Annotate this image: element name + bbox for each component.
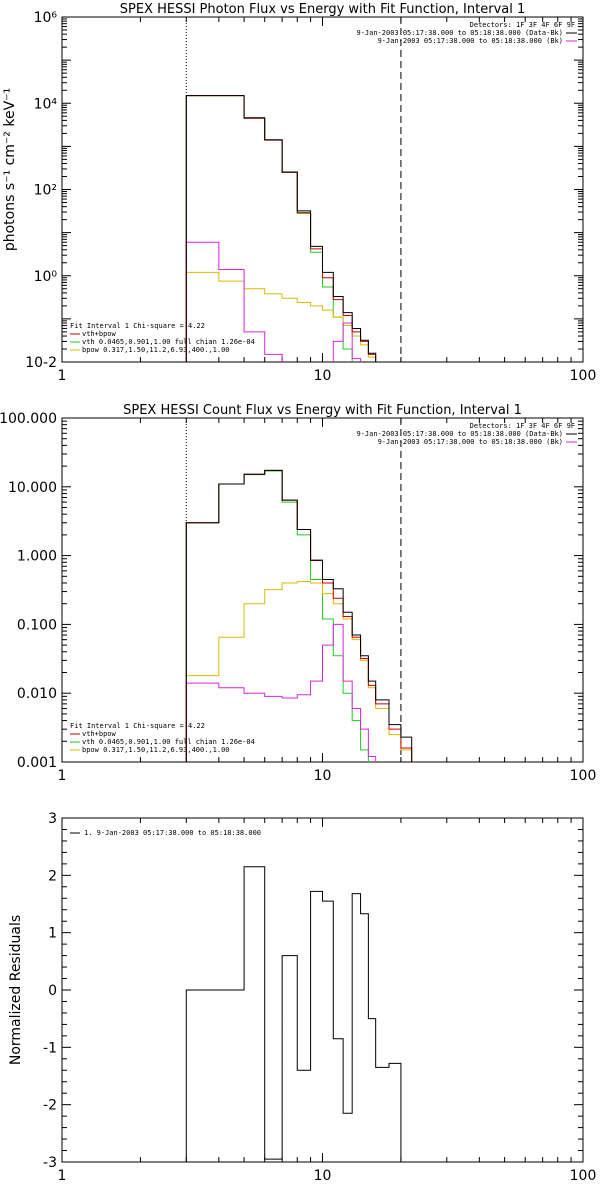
photon-series-total — [185, 95, 413, 362]
residuals-x-tick-label: 100 — [570, 1168, 597, 1184]
panel-residuals: Normalized Residuals 1. 9-Jan-2003 05:17… — [8, 811, 596, 1184]
photon-x-tick-label: 1 — [58, 368, 67, 384]
residuals-y-tick-label: 0 — [48, 983, 57, 999]
photon-flux-fit-header: Fit Interval 1 Chi-square = 4.22 — [70, 322, 205, 330]
photon-x-tick-label: 100 — [570, 368, 597, 384]
photon-flux-title: SPEX HESSI Photon Flux vs Energy with Fi… — [120, 2, 526, 17]
panel-count-flux: SPEX HESSI Count Flux vs Energy with Fit… — [0, 403, 597, 784]
photon-y-tick-label: 10-2 — [25, 355, 57, 371]
photon-flux-fit-vth-bpow: vth+bpow — [82, 330, 117, 338]
photon-series-vth_bpow — [185, 95, 413, 362]
residuals-series-total — [185, 866, 402, 1162]
photon-series-bk — [185, 241, 413, 362]
photon-x-tick-label: 10 — [314, 368, 332, 384]
photon-flux-legend-detectors: Detectors: 1F 3F 4F 6F 9F — [470, 21, 575, 29]
count-flux-fit-header: Fit Interval 1 Chi-square = 4.22 — [70, 722, 205, 730]
count-x-tick-label: 100 — [570, 768, 597, 784]
count-y-tick-label: 10.000 — [8, 480, 57, 496]
count-y-tick-label: 0.001 — [17, 755, 57, 771]
count-flux-legend-bk: 9-Jan-2003 05:17:38.000 to 05:18:38.000 … — [378, 438, 563, 446]
residuals-x-tick-label: 1 — [58, 1168, 67, 1184]
photon-series-vth — [185, 95, 413, 362]
count-x-tick-label: 10 — [314, 768, 332, 784]
count-flux-fit-bpow: bpow 0.317,1.50,11.2,6.93,400.,1.00 — [82, 746, 230, 754]
residuals-y-tick-label: -2 — [43, 1098, 57, 1114]
photon-y-tick-label: 10⁰ — [34, 269, 58, 285]
count-x-tick-label: 1 — [58, 768, 67, 784]
photon-series-bpow — [185, 271, 413, 362]
count-series-vth_bpow — [185, 469, 413, 762]
residuals-y-tick-label: -3 — [43, 1155, 57, 1171]
photon-flux-y-axis-label: photons s⁻¹ cm⁻² keV⁻¹ — [2, 88, 18, 251]
photon-y-tick-label: 10⁶ — [34, 10, 58, 26]
count-series-total — [185, 469, 413, 762]
count-series-bpow — [185, 581, 413, 762]
residuals-y-tick-label: 1 — [48, 926, 57, 942]
count-y-tick-label: 100.000 — [0, 411, 57, 427]
residuals-legend: 1. 9-Jan-2003 05:17:38.000 to 05:18:38.0… — [84, 829, 261, 837]
residuals-y-tick-label: 2 — [48, 868, 57, 884]
photon-y-tick-label: 10² — [34, 183, 57, 199]
residuals-plot-frame — [61, 817, 584, 1163]
photon-flux-fit-bpow: bpow 0.317,1.50,11.2,6.93,400.,1.00 — [82, 346, 230, 354]
count-series-vth — [185, 470, 413, 762]
count-y-tick-label: 1.000 — [17, 549, 57, 565]
panel-photon-flux: SPEX HESSI Photon Flux vs Energy with Fi… — [2, 2, 597, 384]
residuals-y-tick-label: -1 — [43, 1040, 57, 1056]
residuals-y-tick-label: 3 — [48, 811, 57, 827]
residuals-x-tick-label: 10 — [314, 1168, 332, 1184]
residuals-y-axis-label: Normalized Residuals — [8, 915, 24, 1065]
count-flux-title: SPEX HESSI Count Flux vs Energy with Fit… — [123, 403, 522, 418]
photon-flux-fit-vth: vth 0.0465,0.901,1.00 full chian 1.26e-0… — [82, 338, 255, 346]
photon-flux-legend-data-bk: 9-Jan-2003 05:17:38.000 to 05:18:38.000 … — [356, 29, 563, 37]
count-y-tick-label: 0.010 — [17, 686, 57, 702]
count-y-tick-label: 0.100 — [17, 617, 57, 633]
count-series-bk — [185, 623, 413, 762]
count-flux-legend-detectors: Detectors: 1F 3F 4F 6F 9F — [470, 422, 575, 430]
photon-flux-legend-bk: 9-Jan-2003 05:17:38.000 to 05:18:38.000 … — [378, 37, 563, 45]
count-flux-fit-vth-bpow: vth+bpow — [82, 730, 117, 738]
count-flux-fit-vth: vth 0.0465,0.901,1.00 full chian 1.26e-0… — [82, 738, 255, 746]
photon-y-tick-label: 10⁴ — [34, 96, 58, 112]
count-flux-legend-data-bk: 9-Jan-2003 05:17:38.000 to 05:18:38.000 … — [356, 430, 563, 438]
